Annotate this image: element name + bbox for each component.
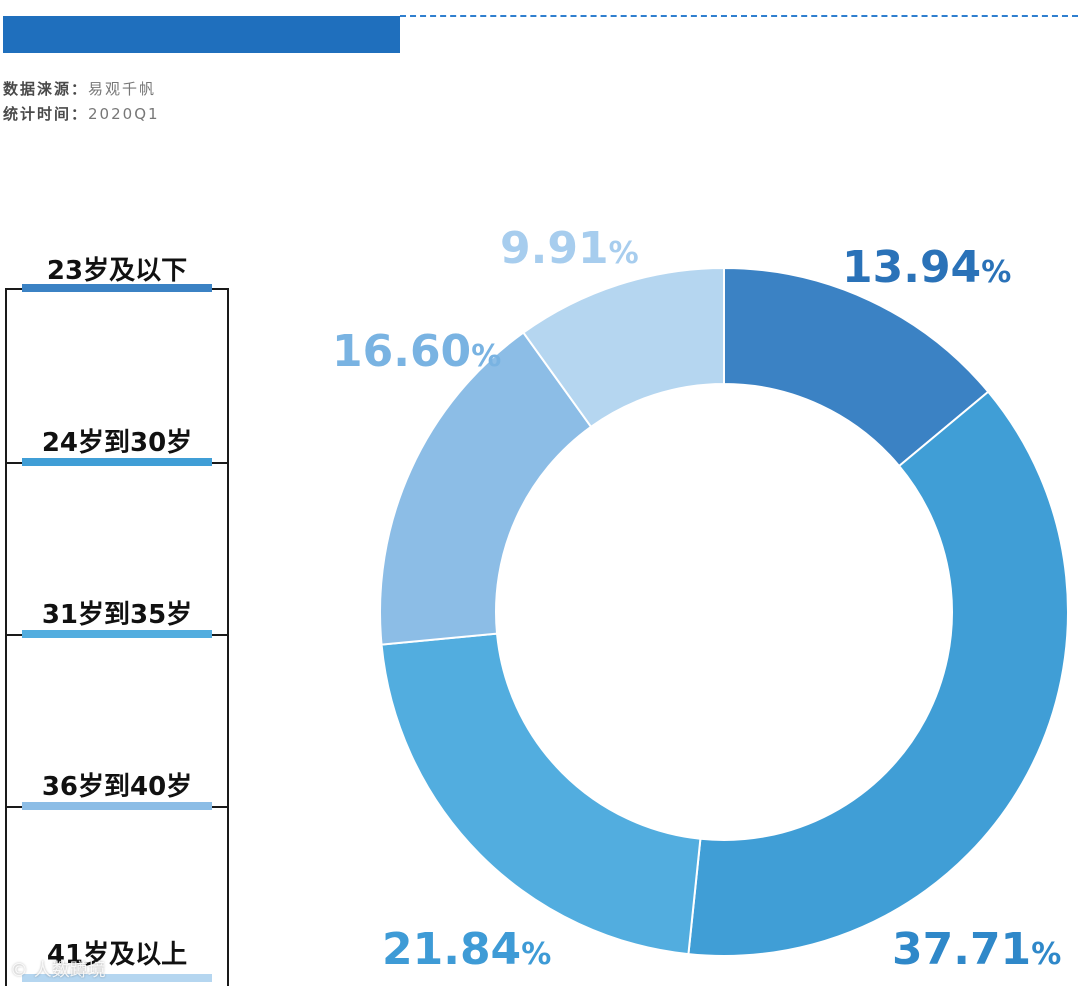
data-label-value: 16.60 (332, 326, 471, 377)
data-label-value: 9.91 (500, 223, 609, 274)
legend-swatch (22, 284, 212, 292)
donut-slice (521, 266, 725, 429)
data-label-value: 21.84 (382, 924, 521, 975)
legend-label: 41岁及以上 (46, 940, 188, 970)
data-label-value: 13.94 (842, 242, 981, 293)
legend-label: 23岁及以下 (46, 256, 188, 286)
donut-slice (380, 632, 702, 956)
data-source-value: 易观千帆 (88, 80, 157, 98)
legend-label: 31岁到35岁 (41, 600, 193, 630)
stat-time: 统计时间：2020Q1 (3, 103, 160, 124)
data-label: 16.60% (332, 326, 501, 377)
data-label: 37.71% (892, 924, 1061, 975)
donut-slice (687, 390, 1069, 957)
data-label: 13.94% (842, 242, 1011, 293)
data-label-value: 37.71 (892, 924, 1031, 975)
data-label-unit: % (981, 255, 1011, 290)
watermark: © 人数蹲境 (10, 960, 106, 981)
legend-label: 24岁到30岁 (41, 428, 193, 458)
data-label-unit: % (1031, 937, 1061, 972)
data-label-unit: % (471, 339, 501, 374)
legend-swatch (22, 802, 212, 810)
stat-time-value: 2020Q1 (88, 105, 160, 123)
data-label-unit: % (609, 236, 639, 271)
header-bar (3, 16, 400, 53)
legend-swatch (22, 630, 212, 638)
data-label: 9.91% (500, 223, 639, 274)
header-dashed-line (400, 15, 1078, 17)
data-label-unit: % (521, 937, 551, 972)
legend-label: 36岁到40岁 (41, 772, 193, 802)
donut-slice (379, 331, 593, 646)
data-label: 21.84% (382, 924, 551, 975)
stat-time-key: 统计时间： (3, 105, 89, 123)
data-source-key: 数据涞源： (3, 80, 89, 98)
data-source: 数据涞源：易观千帆 (3, 78, 156, 99)
legend-swatch (22, 458, 212, 466)
legend-swatch (22, 974, 212, 982)
legend-frame (5, 288, 229, 986)
